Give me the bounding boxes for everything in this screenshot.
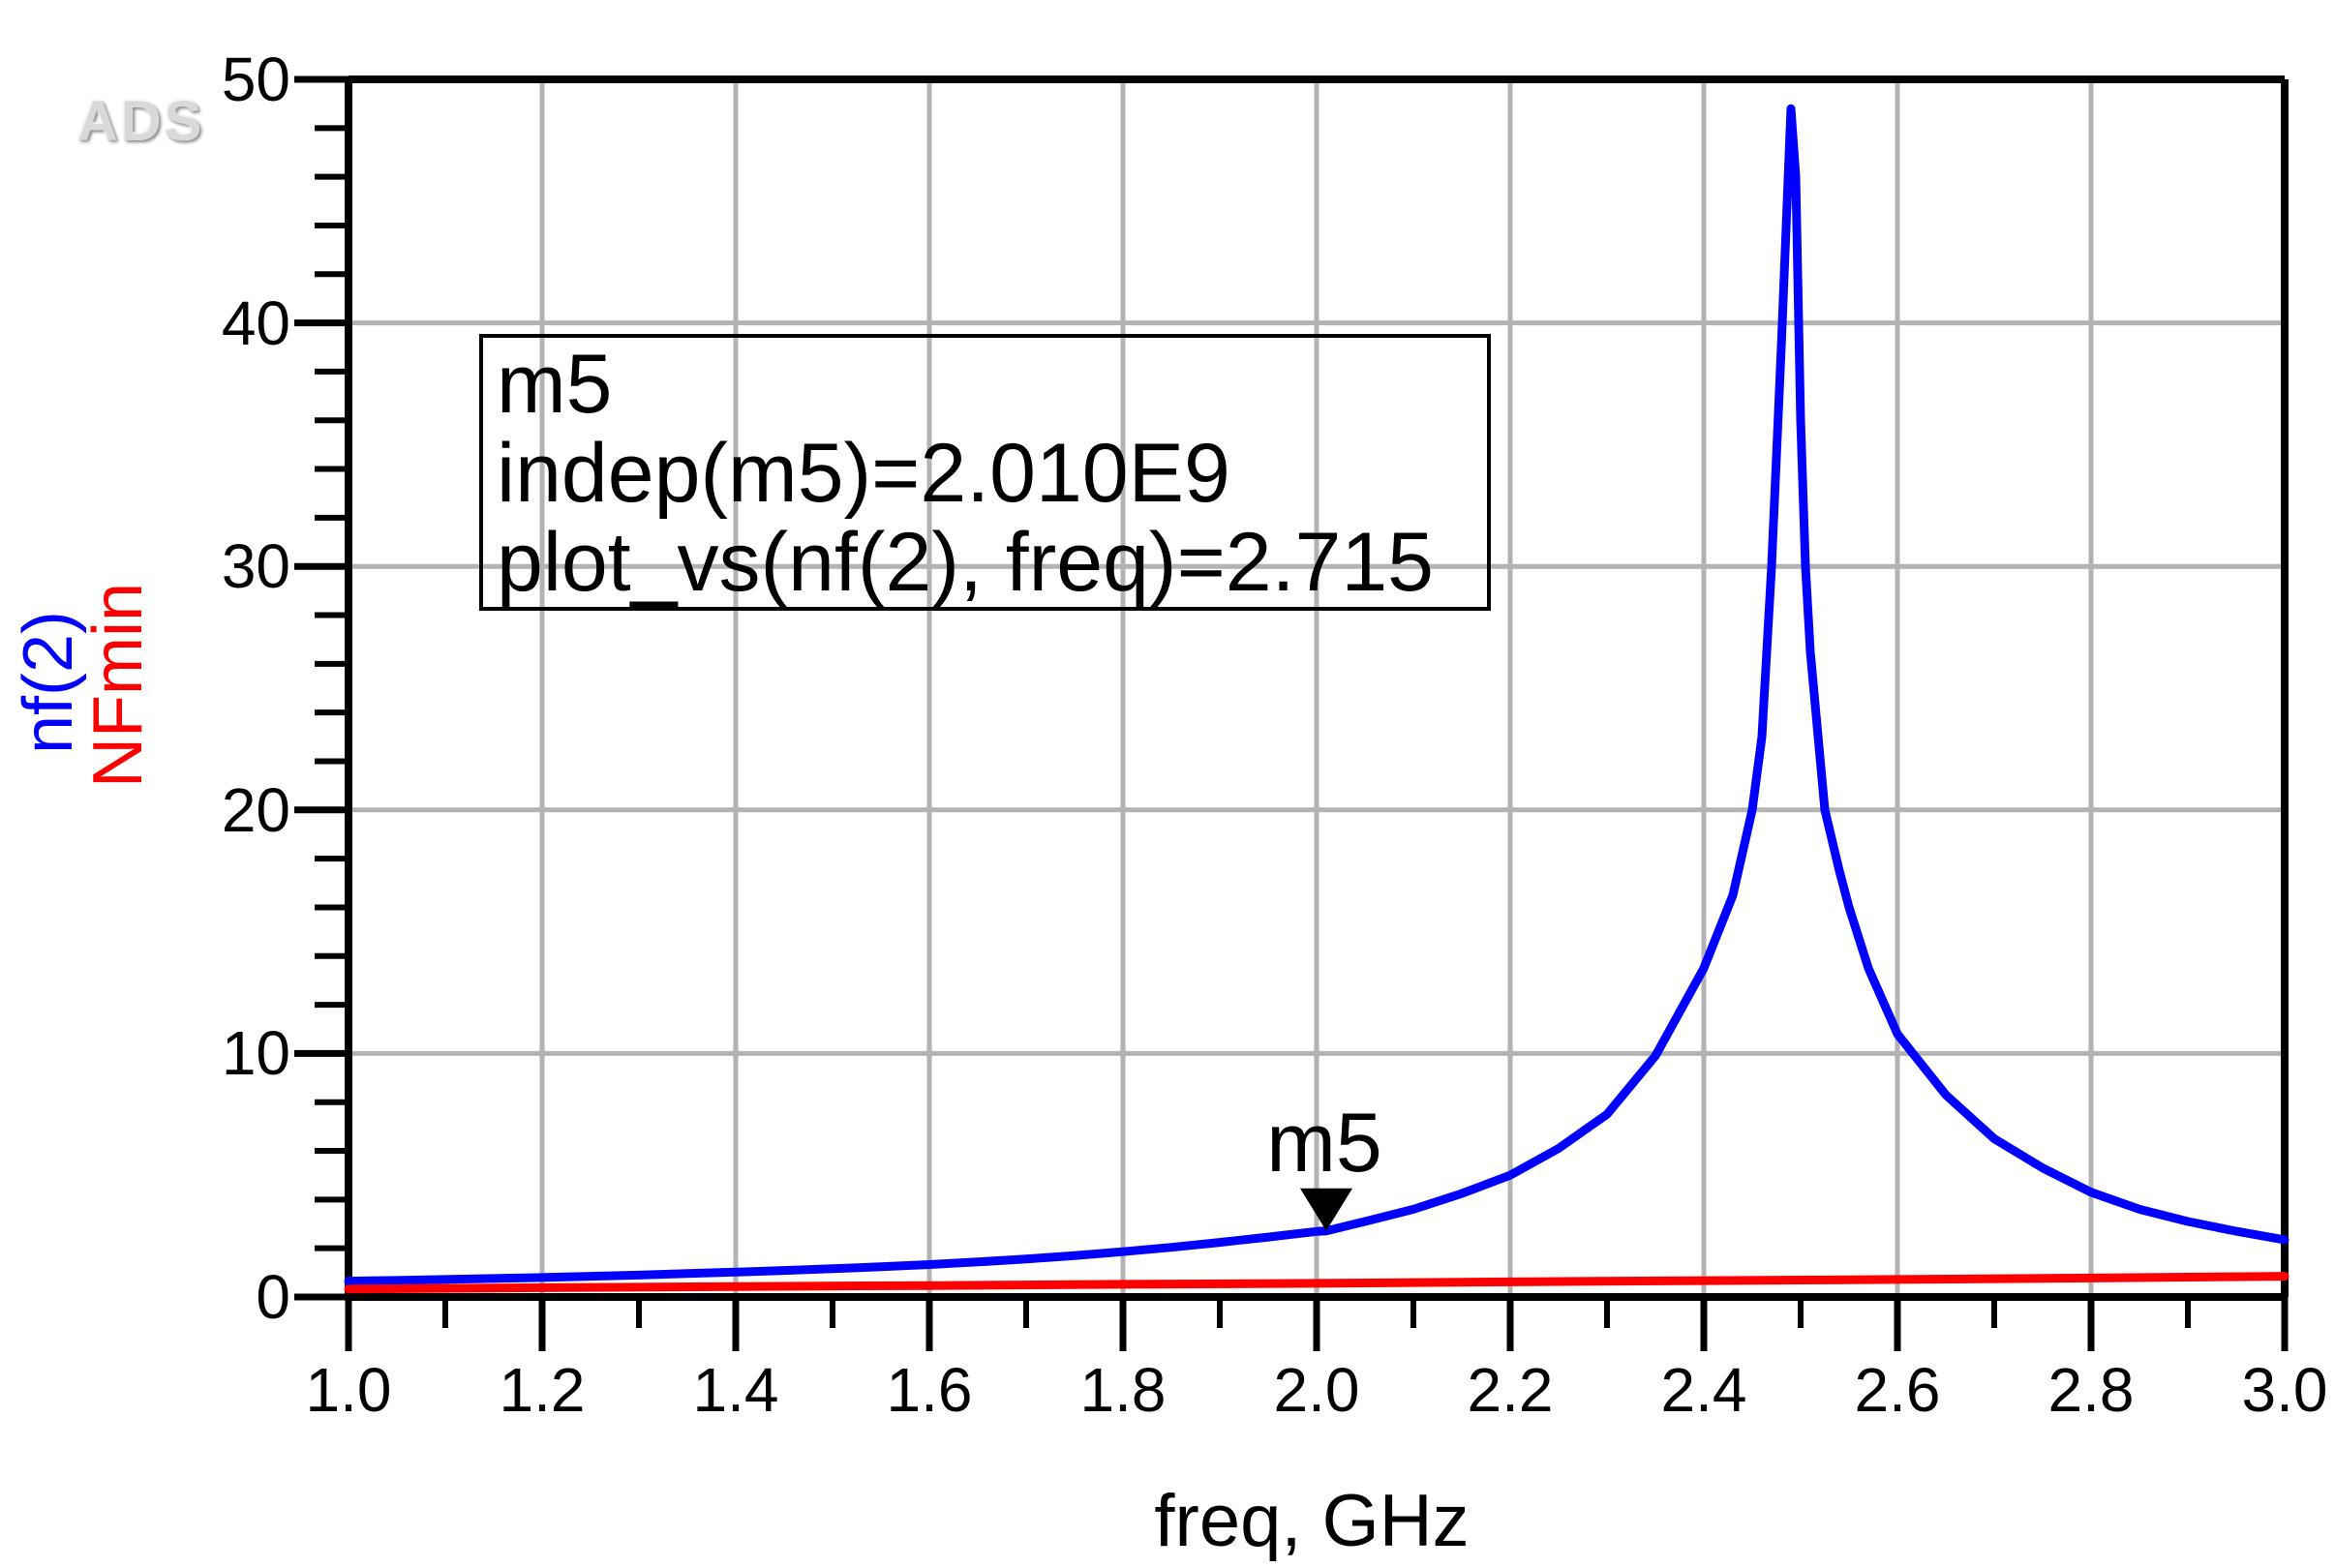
x-axis-label: freq, GHz (1154, 1480, 1470, 1562)
x-tick-label: 2.4 (1660, 1355, 1747, 1425)
y-tick-label: 40 (221, 287, 290, 358)
ads-logo: ADS (77, 90, 205, 153)
x-tick-label: 1.6 (886, 1355, 973, 1425)
marker-readout-box[interactable]: m5 indep(m5)=2.010E9 plot_vs(nf(2), freq… (479, 334, 1491, 611)
nf2-curve (344, 104, 2290, 1286)
marker-readout-value: plot_vs(nf(2), freq)=2.715 (497, 516, 1435, 609)
x-tick-label: 1.2 (499, 1355, 586, 1425)
x-tick-label: 2.8 (2047, 1355, 2135, 1425)
y-tick-label: 10 (221, 1018, 290, 1089)
marker-readout-indep: indep(m5)=2.010E9 (497, 427, 1230, 520)
y-tick-label: 0 (256, 1262, 290, 1332)
x-tick-label: 3.0 (2241, 1355, 2328, 1425)
nfmin-curve (344, 1272, 2290, 1294)
y-axis-label-nf2: nf(2) (10, 610, 87, 755)
marker-triangle-icon[interactable] (1300, 1188, 1352, 1231)
x-tick-label: 1.8 (1079, 1355, 1167, 1425)
y-tick-label: 30 (221, 531, 290, 602)
y-tick-label: 50 (221, 45, 290, 114)
x-tick-label: 1.0 (305, 1355, 392, 1425)
x-tick-label: 2.0 (1273, 1355, 1360, 1425)
y-tick-label: 20 (221, 774, 290, 845)
marker-readout-name: m5 (497, 338, 613, 431)
y-axis-label-nfmin: NFmin (79, 583, 157, 788)
x-tick-label: 2.6 (1854, 1355, 1941, 1425)
x-tick-label: 2.2 (1467, 1355, 1554, 1425)
marker-label[interactable]: m5 (1266, 1097, 1382, 1190)
x-tick-label: 1.4 (692, 1355, 779, 1425)
